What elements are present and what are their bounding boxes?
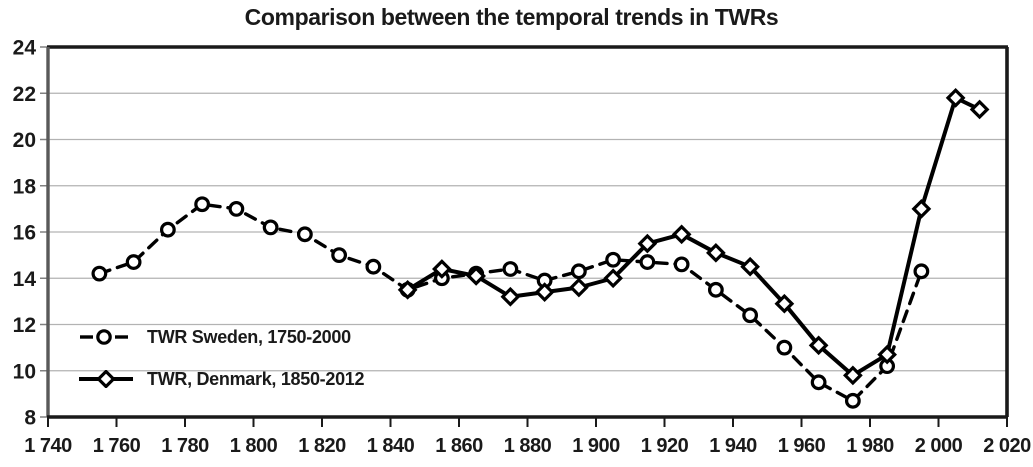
data-point-sweden xyxy=(502,261,519,277)
x-tick-label: 1 840 xyxy=(367,435,415,457)
x-tick-label: 1 800 xyxy=(230,435,278,457)
y-tick-label: 22 xyxy=(13,83,36,106)
data-point-denmark xyxy=(466,266,486,286)
y-tick-label: 20 xyxy=(13,129,36,152)
data-point-sweden xyxy=(125,254,142,270)
y-tick-label: 24 xyxy=(13,37,37,60)
solid-line-diamond-marker-icon xyxy=(79,370,133,388)
data-point-denmark xyxy=(397,279,418,300)
data-point-denmark xyxy=(534,282,555,302)
dashed-line-circle-marker-icon xyxy=(80,329,128,345)
x-tick-label: 1 900 xyxy=(572,435,620,457)
data-point-denmark xyxy=(945,88,966,108)
data-point-sweden xyxy=(605,251,622,268)
legend-label-sweden: TWR Sweden, 1750-2000 xyxy=(147,326,351,347)
legend-label-denmark: TWR, Denmark, 1850-2012 xyxy=(147,368,365,389)
data-point-denmark xyxy=(569,277,589,298)
x-tick-label: 1 740 xyxy=(24,435,72,457)
y-tick-label: 8 xyxy=(24,407,36,430)
data-point-sweden xyxy=(570,263,587,280)
data-point-denmark xyxy=(911,199,932,219)
chart-title: Comparison between the temporal trends i… xyxy=(244,4,779,30)
data-point-sweden xyxy=(810,374,827,391)
data-point-sweden xyxy=(844,392,861,409)
data-point-sweden xyxy=(228,200,245,217)
data-point-sweden xyxy=(194,196,211,213)
x-tick-label: 1 920 xyxy=(641,435,689,457)
data-point-sweden xyxy=(365,258,382,275)
data-point-sweden xyxy=(639,254,656,270)
x-tick-label: 2 020 xyxy=(983,435,1031,457)
data-point-sweden xyxy=(159,221,176,238)
y-tick-label: 14 xyxy=(13,268,37,291)
data-point-denmark xyxy=(969,99,990,120)
legend: TWR Sweden, 1750-2000 TWR, Denmark, 1850… xyxy=(78,326,365,410)
x-tick-label: 1 940 xyxy=(709,435,757,457)
x-tick-label: 1 780 xyxy=(161,435,209,457)
data-point-denmark xyxy=(843,365,863,386)
x-tick-label: 1 820 xyxy=(298,435,346,457)
data-point-denmark xyxy=(706,242,726,263)
legend-item-sweden: TWR Sweden, 1750-2000 xyxy=(78,326,364,348)
data-point-denmark xyxy=(603,268,623,289)
data-point-denmark xyxy=(774,293,795,314)
x-tick-label: 1 980 xyxy=(846,435,894,457)
data-point-sweden xyxy=(262,219,279,236)
data-point-sweden xyxy=(331,247,348,264)
x-tick-label: 1 960 xyxy=(778,435,826,457)
data-point-sweden xyxy=(913,263,930,280)
y-tick-label: 16 xyxy=(13,222,36,245)
x-tick-label: 1 880 xyxy=(504,435,552,457)
data-point-denmark xyxy=(671,224,692,245)
x-tick-label: 1 860 xyxy=(435,435,483,457)
data-point-sweden xyxy=(296,226,313,243)
data-point-denmark xyxy=(500,286,521,307)
data-point-denmark xyxy=(808,335,829,356)
data-point-sweden xyxy=(91,265,108,282)
y-tick-label: 12 xyxy=(13,314,36,337)
data-point-denmark xyxy=(740,256,760,277)
data-point-denmark xyxy=(432,259,452,279)
data-point-sweden xyxy=(673,256,690,273)
y-tick-label: 18 xyxy=(13,175,37,198)
data-point-denmark xyxy=(877,344,897,365)
x-tick-label: 1 760 xyxy=(93,435,141,457)
data-point-sweden xyxy=(707,281,724,298)
legend-item-denmark: TWR, Denmark, 1850-2012 xyxy=(78,368,365,390)
x-tick-label: 2 000 xyxy=(915,435,963,457)
data-point-sweden xyxy=(742,307,759,324)
data-point-sweden xyxy=(776,339,793,356)
y-tick-label: 10 xyxy=(13,360,36,383)
data-point-denmark xyxy=(637,233,658,254)
